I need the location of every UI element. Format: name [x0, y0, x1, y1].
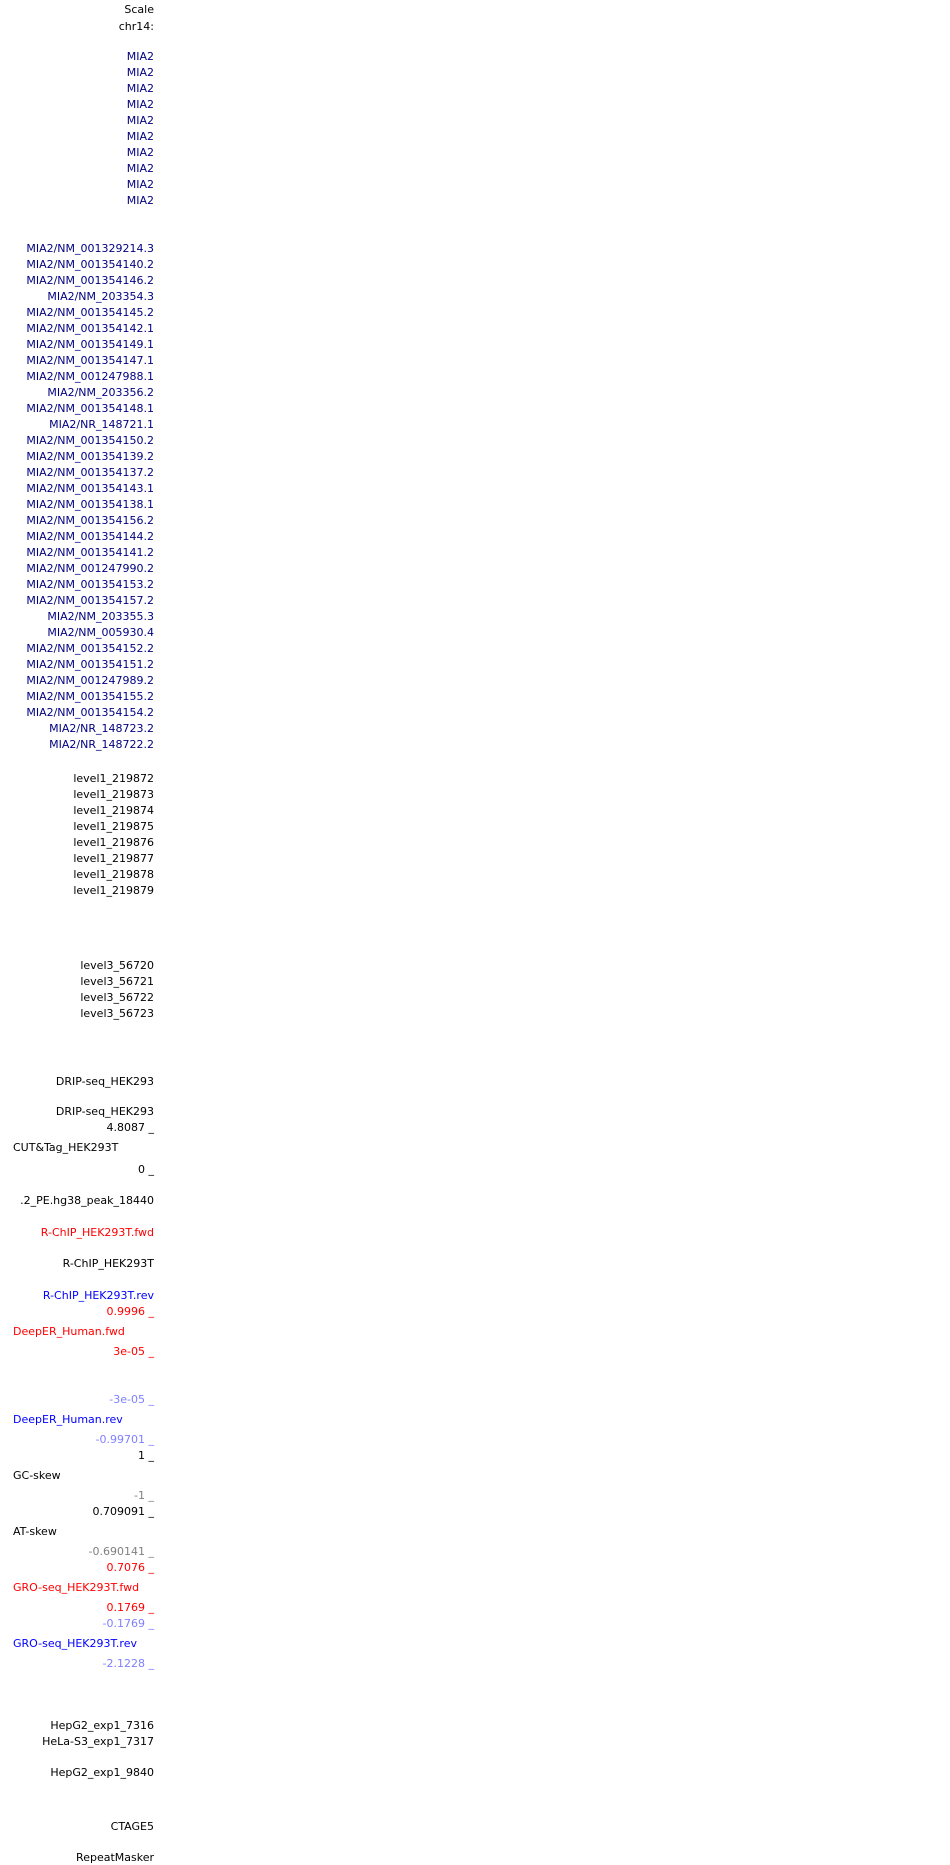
track-label-hepg2-1[interactable]: HepG2_exp1_7316: [50, 1719, 154, 1732]
transcript-label[interactable]: MIA2/NM_001354150.2: [26, 434, 154, 447]
track-label-hela[interactable]: HeLa-S3_exp1_7317: [42, 1735, 154, 1748]
level3-label[interactable]: level3_56722: [80, 991, 154, 1004]
transcript-label[interactable]: MIA2/NM_001354156.2: [26, 514, 154, 527]
transcript-label[interactable]: MIA2/NR_148721.1: [49, 418, 154, 431]
track-label-gro-fwd[interactable]: GRO-seq_HEK293T.fwd: [13, 1581, 140, 1594]
transcript-label[interactable]: MIA2/NM_203355.3: [47, 610, 154, 623]
level1-label[interactable]: level1_219872: [73, 772, 154, 785]
track-label-rchip-rev[interactable]: R-ChIP_HEK293T.rev: [42, 1289, 154, 1302]
track-label-deeper-rev[interactable]: DeepER_Human.rev: [13, 1413, 123, 1426]
gc-skew-min-value: -1 _: [134, 1489, 154, 1502]
deeper-rev-min-value: -0.99701 _: [95, 1433, 154, 1446]
at-skew-max-value: 0.709091 _: [92, 1505, 154, 1518]
transcript-label[interactable]: MIA2/NM_001247990.2: [26, 562, 154, 575]
gene-symbol-label[interactable]: MIA2: [126, 162, 154, 175]
transcript-label[interactable]: MIA2/NM_001354155.2: [26, 690, 154, 703]
deeper-fwd-max-value: 0.9996 _: [106, 1305, 155, 1318]
gro-rev-min-value: -2.1228 _: [102, 1657, 154, 1670]
track-label-drip-seq-2[interactable]: DRIP-seq_HEK293: [55, 1105, 154, 1118]
gene-symbol-label[interactable]: MIA2: [126, 50, 154, 63]
level1-label[interactable]: level1_219877: [73, 852, 154, 865]
transcript-label[interactable]: MIA2/NM_001354147.1: [26, 354, 154, 367]
track-label-gro-rev[interactable]: GRO-seq_HEK293T.rev: [13, 1637, 137, 1650]
level1-label[interactable]: level1_219875: [73, 820, 154, 833]
transcript-label[interactable]: MIA2/NM_001354141.2: [26, 546, 154, 559]
transcript-label[interactable]: MIA2/NM_001354144.2: [26, 530, 154, 543]
level3-label[interactable]: level3_56723: [80, 1007, 154, 1020]
deeper-fwd-min-value: 3e-05 _: [113, 1345, 154, 1358]
scale-label: Scale: [124, 3, 154, 16]
transcript-label[interactable]: MIA2/NM_001329214.3: [26, 242, 154, 255]
deeper-rev-max-value: -3e-05 _: [109, 1393, 154, 1406]
transcript-label[interactable]: MIA2/NM_001354138.1: [26, 498, 154, 511]
gene-symbol-label[interactable]: MIA2: [126, 146, 154, 159]
track-label-repeatmasker[interactable]: RepeatMasker: [76, 1851, 154, 1864]
transcript-label[interactable]: MIA2/NM_001354140.2: [26, 258, 154, 271]
level3-label[interactable]: level3_56721: [80, 975, 154, 988]
transcript-label[interactable]: MIA2/NM_001247988.1: [26, 370, 154, 383]
level1-label[interactable]: level1_219878: [73, 868, 154, 881]
at-skew-min-value: -0.690141 _: [88, 1545, 154, 1558]
gro-fwd-max-value: 0.7076 _: [106, 1561, 155, 1574]
gene-symbol-label[interactable]: MIA2: [126, 194, 154, 207]
transcript-label[interactable]: MIA2/NM_005930.4: [47, 626, 154, 639]
track-label-gc-skew[interactable]: GC-skew: [13, 1469, 61, 1482]
transcript-label[interactable]: MIA2/NM_001354137.2: [26, 466, 154, 479]
chromosome-label: chr14:: [118, 20, 154, 33]
transcript-label[interactable]: MIA2/NM_001354145.2: [26, 306, 154, 319]
level3-label[interactable]: level3_56720: [80, 959, 154, 972]
level1-label[interactable]: level1_219873: [73, 788, 154, 801]
level1-label[interactable]: level1_219876: [73, 836, 154, 849]
transcript-label[interactable]: MIA2/NR_148723.2: [49, 722, 154, 735]
transcript-label[interactable]: MIA2/NR_148722.2: [49, 738, 154, 751]
transcript-label[interactable]: MIA2/NM_001354146.2: [26, 274, 154, 287]
transcript-label[interactable]: MIA2/NM_203354.3: [47, 290, 154, 303]
gro-fwd-min-value: 0.1769 _: [106, 1601, 155, 1614]
track-label-hepg2-2[interactable]: HepG2_exp1_9840: [50, 1766, 154, 1779]
cuttag-max-value: 4.8087 _: [106, 1121, 155, 1134]
gene-symbol-label[interactable]: MIA2: [126, 82, 154, 95]
transcript-label[interactable]: MIA2/NM_001354143.1: [26, 482, 154, 495]
track-label-rchip[interactable]: R-ChIP_HEK293T: [62, 1257, 154, 1270]
track-label-deeper-fwd[interactable]: DeepER_Human.fwd: [13, 1325, 125, 1338]
transcript-label[interactable]: MIA2/NM_001354139.2: [26, 450, 154, 463]
gene-symbol-label[interactable]: MIA2: [126, 130, 154, 143]
transcript-label[interactable]: MIA2/NM_001354142.1: [26, 322, 154, 335]
track-label-peak[interactable]: .2_PE.hg38_peak_18440: [20, 1194, 154, 1207]
gene-symbol-label[interactable]: MIA2: [126, 114, 154, 127]
cuttag-min-value: 0 _: [138, 1163, 154, 1176]
level1-label[interactable]: level1_219874: [73, 804, 154, 817]
transcript-label[interactable]: MIA2/NM_001354153.2: [26, 578, 154, 591]
gene-symbol-label[interactable]: MIA2: [126, 66, 154, 79]
track-label-rchip-fwd[interactable]: R-ChIP_HEK293T.fwd: [40, 1226, 154, 1239]
transcript-label[interactable]: MIA2/NM_001354151.2: [26, 658, 154, 671]
transcript-label[interactable]: MIA2/NM_001354157.2: [26, 594, 154, 607]
gene-symbol-label[interactable]: MIA2: [126, 98, 154, 111]
transcript-label[interactable]: MIA2/NM_001354149.1: [26, 338, 154, 351]
gro-rev-max-value: -0.1769 _: [102, 1617, 154, 1630]
gene-symbol-label[interactable]: MIA2: [126, 178, 154, 191]
transcript-label[interactable]: MIA2/NM_203356.2: [47, 386, 154, 399]
track-label-at-skew[interactable]: AT-skew: [13, 1525, 57, 1538]
transcript-label[interactable]: MIA2/NM_001247989.2: [26, 674, 154, 687]
transcript-label[interactable]: MIA2/NM_001354148.1: [26, 402, 154, 415]
track-label-drip-seq-1[interactable]: DRIP-seq_HEK293: [55, 1075, 154, 1088]
track-label-ctage5[interactable]: CTAGE5: [110, 1820, 154, 1833]
transcript-label[interactable]: MIA2/NM_001354154.2: [26, 706, 154, 719]
gc-skew-max-value: 1 _: [138, 1449, 154, 1462]
track-label-cuttag[interactable]: CUT&Tag_HEK293T: [13, 1141, 119, 1154]
transcript-label[interactable]: MIA2/NM_001354152.2: [26, 642, 154, 655]
level1-label[interactable]: level1_219879: [73, 884, 154, 897]
